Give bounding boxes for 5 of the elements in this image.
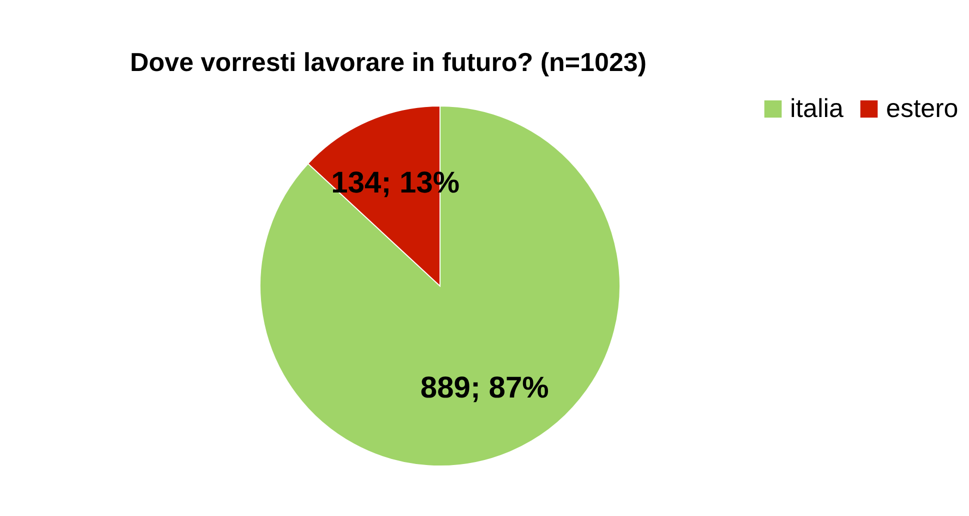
legend-label: estero — [886, 93, 958, 123]
chart-title: Dove vorresti lavorare in futuro? (n=1023) — [130, 47, 647, 77]
pie-slice — [260, 106, 620, 466]
legend-label: italia — [790, 93, 844, 123]
data-label: 889; 87% — [420, 371, 549, 404]
